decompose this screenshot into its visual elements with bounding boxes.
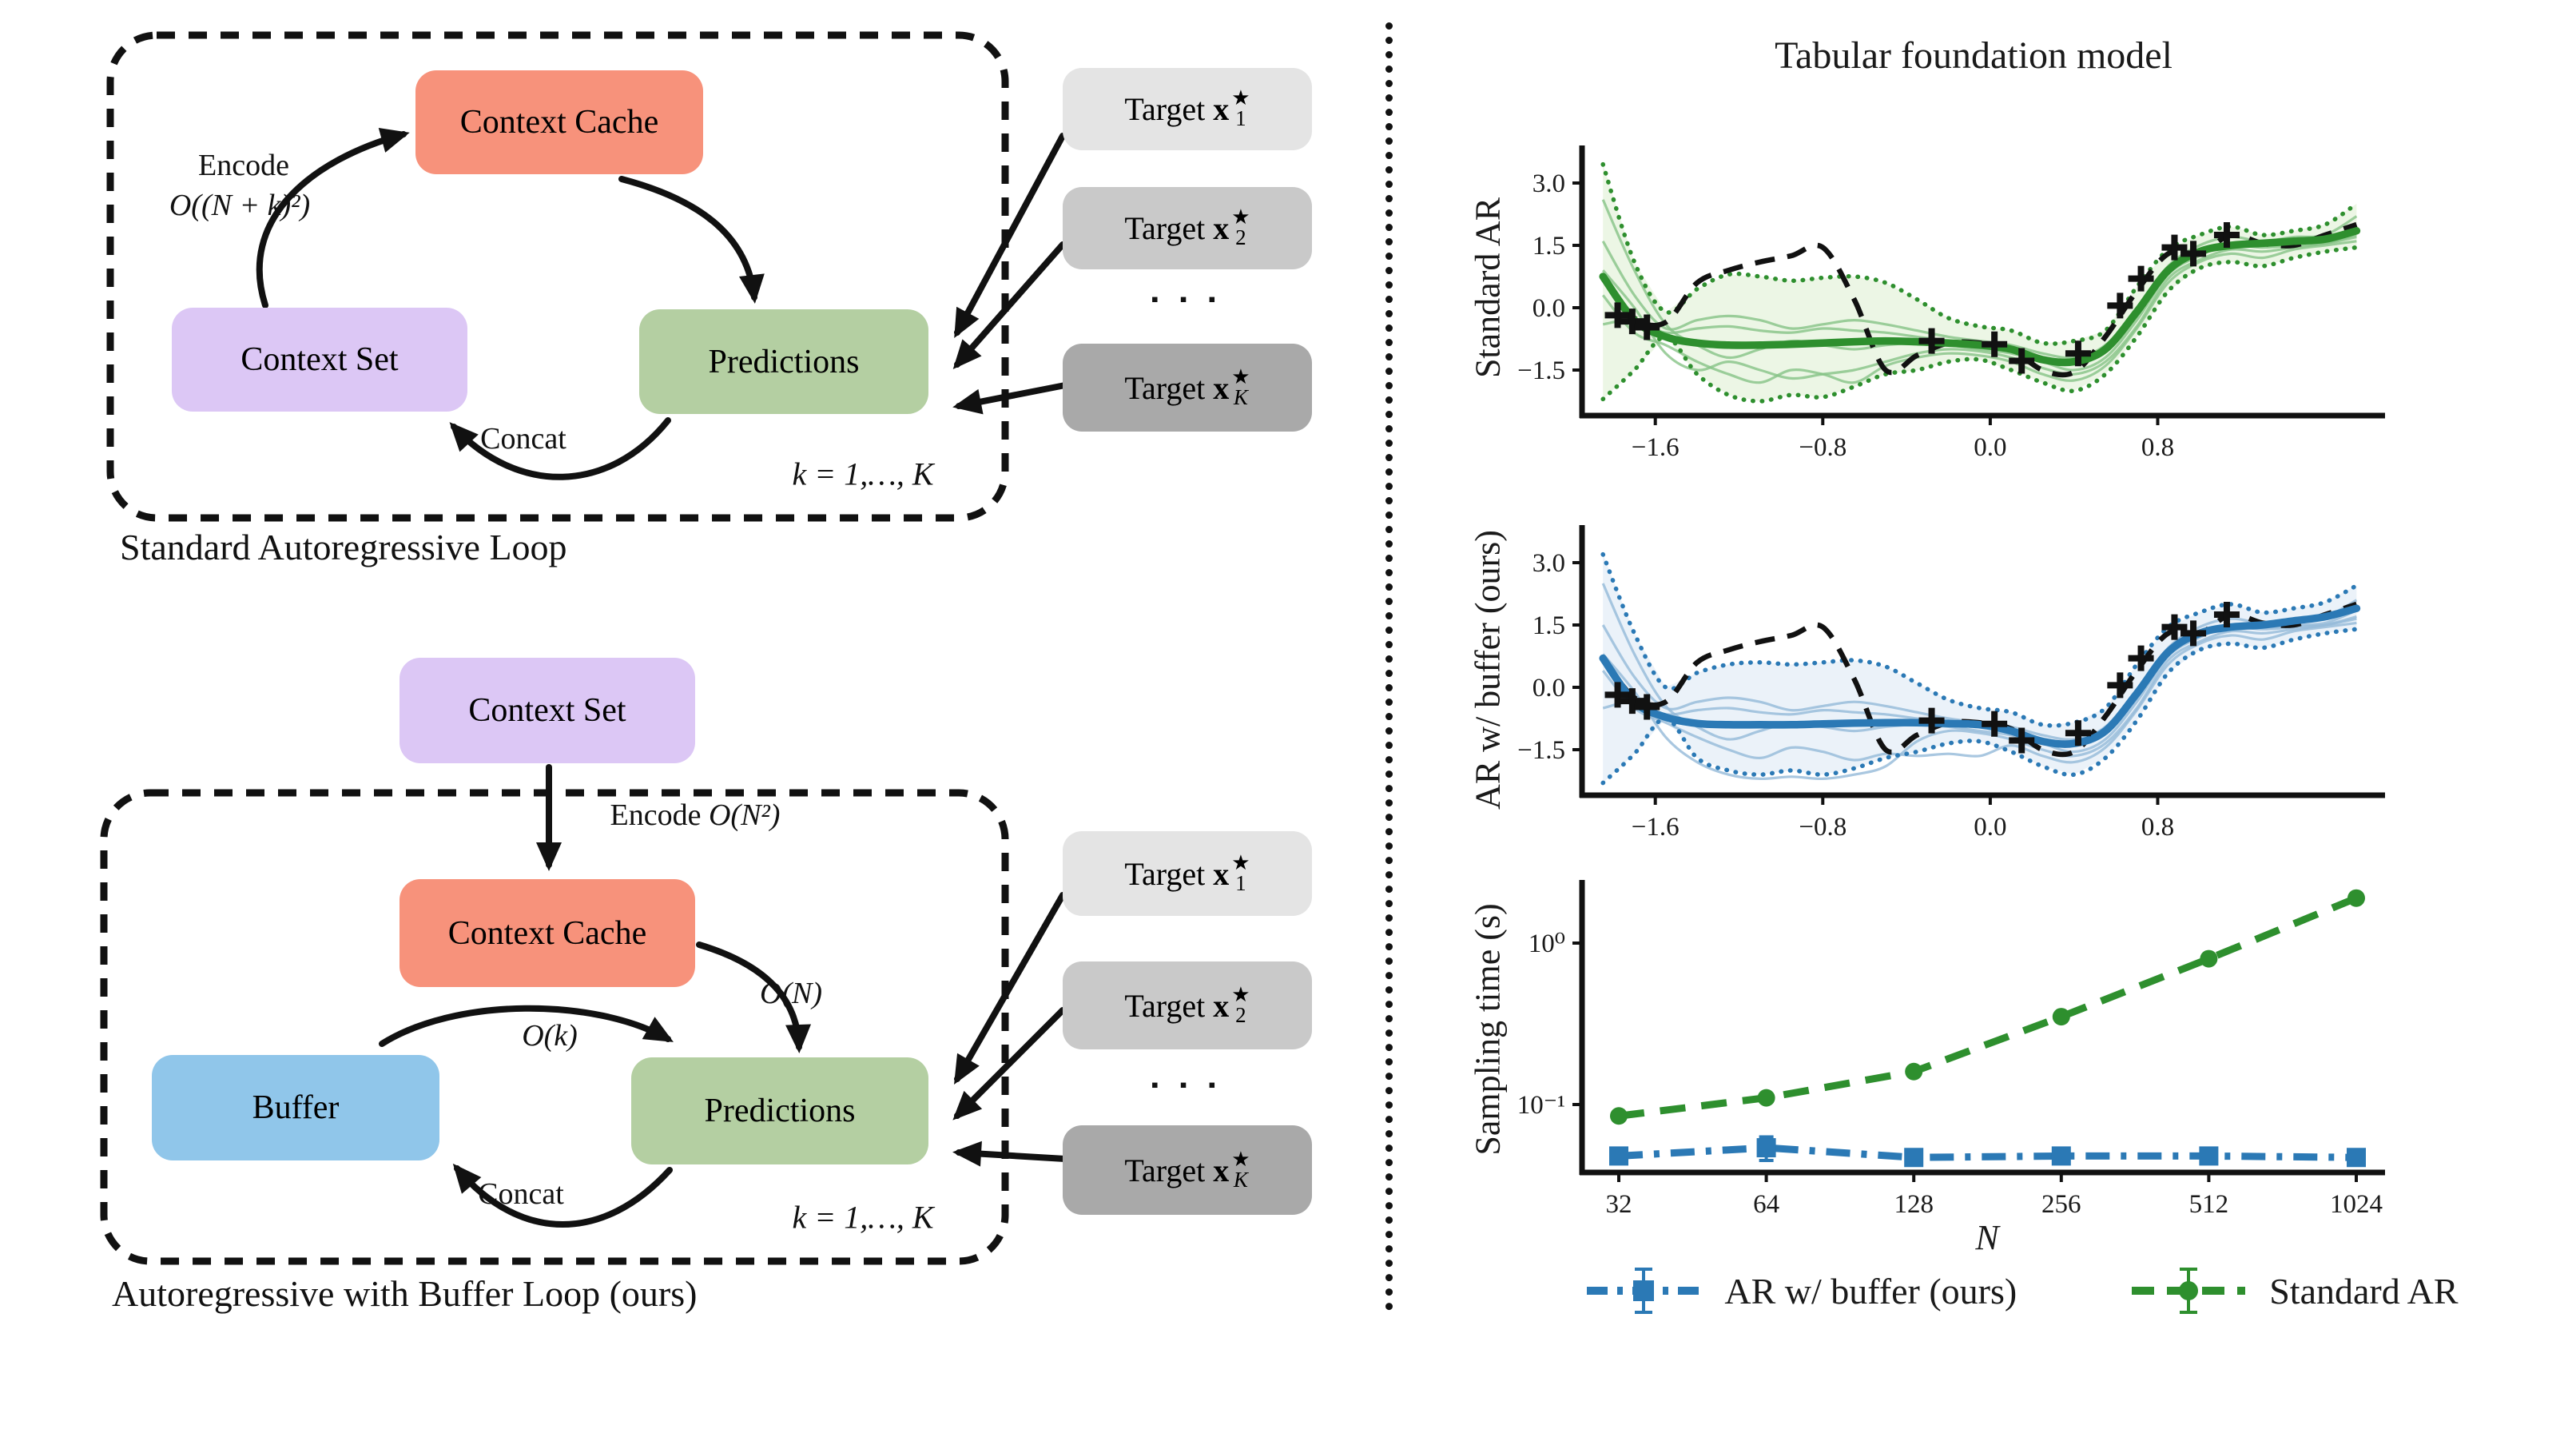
panel-divider bbox=[1385, 22, 1393, 1311]
ar-buffer-plot: −1.6 −0.8 0.0 0.8 3.0 1.5 0.0 −1.5 bbox=[1517, 525, 2385, 842]
envelope-dotted-line bbox=[1600, 245, 2359, 404]
standard-ar-plot: −1.6 −0.8 0.0 0.8 3.0 1.5 0.0 −1.5 bbox=[1517, 145, 2385, 462]
target-1-box-bottom: Target x ★ 1 bbox=[1063, 831, 1312, 916]
svg-text:0.0: 0.0 bbox=[1532, 294, 1565, 323]
target-K-box-bottom: Target x ★ K bbox=[1063, 1125, 1312, 1215]
context-points bbox=[1604, 222, 2240, 374]
context-cache-label-bottom: Context Cache bbox=[447, 914, 647, 952]
standard-loop-caption: Standard Autoregressive Loop bbox=[120, 527, 567, 567]
Standard AR-error-bars bbox=[1612, 895, 2363, 1121]
plot-legend: AR w/ buffer (ours) Standard AR bbox=[1466, 1261, 2576, 1320]
svg-text:−1.6: −1.6 bbox=[1632, 813, 1680, 842]
legend-entry-standard-ar: Standard AR bbox=[2129, 1261, 2459, 1320]
diagram-arrows-layer bbox=[100, 31, 1068, 1265]
predictions-box-top: Predictions bbox=[639, 309, 928, 414]
svg-text:N: N bbox=[1974, 1218, 2001, 1257]
buffer-label: Buffer bbox=[252, 1089, 340, 1126]
standard-ar-legend-marker-icon bbox=[2132, 1268, 2246, 1314]
svg-text:−1.5: −1.5 bbox=[1517, 736, 1565, 765]
legend-entry-ar-buffer: AR w/ buffer (ours) bbox=[1584, 1261, 2017, 1320]
svg-text:0.8: 0.8 bbox=[2141, 813, 2174, 842]
cache-to-pred-complexity-label: O(N) bbox=[759, 977, 823, 1010]
svg-text:3.0: 3.0 bbox=[1532, 169, 1565, 198]
buffer-loop-caption: Autoregressive with Buffer Loop (ours) bbox=[112, 1273, 698, 1314]
sampling-time-plot: 10⁰ 10⁻¹ 32 64 128 256 512 1024 N bbox=[1517, 880, 2385, 1257]
predictions-box-bottom: Predictions bbox=[631, 1057, 928, 1164]
svg-text:0.0: 0.0 bbox=[1532, 674, 1565, 703]
concat-label-bottom: Concat bbox=[478, 1177, 564, 1211]
svg-text:1.5: 1.5 bbox=[1532, 232, 1565, 261]
legend-label-ar-buffer: AR w/ buffer (ours) bbox=[1724, 1270, 2017, 1312]
context-points bbox=[1604, 602, 2240, 754]
loop-index-label-top: k = 1,…, K bbox=[792, 456, 934, 492]
buffer-box: Buffer bbox=[152, 1055, 439, 1160]
context-set-box-bottom: Context Set bbox=[400, 658, 695, 763]
target-1-box-top: Target x ★ 1 bbox=[1063, 68, 1312, 150]
target-2-box-top: Target x ★ 2 bbox=[1063, 187, 1312, 269]
context-cache-box-top: Context Cache bbox=[415, 70, 703, 174]
target1-arrow-bottom bbox=[954, 892, 1066, 1085]
AR w/ buffer (ours)-markers bbox=[1609, 1138, 2366, 1168]
buffer-to-predictions-arrow bbox=[379, 1005, 674, 1047]
concat-arrow-bottom bbox=[452, 1163, 673, 1228]
svg-text:256: 256 bbox=[2041, 1190, 2081, 1219]
chart-title: Tabular foundation model bbox=[1775, 34, 2173, 77]
svg-text:3.0: 3.0 bbox=[1532, 549, 1565, 578]
mean-prediction-line bbox=[1599, 227, 2361, 367]
svg-text:0.8: 0.8 bbox=[2141, 433, 2174, 462]
envelope-dotted-line bbox=[1600, 627, 2359, 786]
target-K-box-top: Target x ★ K bbox=[1063, 344, 1312, 432]
svg-text:128: 128 bbox=[1894, 1190, 1934, 1219]
svg-text:−0.8: −0.8 bbox=[1799, 433, 1847, 462]
svg-text:10⁰: 10⁰ bbox=[1529, 929, 1565, 958]
cache-to-predictions-arrow-bottom bbox=[696, 941, 812, 1053]
target-ellipsis-top: ▪ ▪ ▪ bbox=[1151, 288, 1224, 311]
svg-text:10⁻¹: 10⁻¹ bbox=[1517, 1091, 1565, 1120]
ar-buffer-legend-marker-icon bbox=[1587, 1268, 1701, 1314]
concat-label-top: Concat bbox=[480, 422, 566, 456]
svg-text:−1.5: −1.5 bbox=[1517, 356, 1565, 385]
encode-arrow-top bbox=[256, 127, 410, 309]
envelope-dotted-line bbox=[1600, 161, 2359, 346]
envelope-dotted-line bbox=[1600, 551, 2359, 728]
svg-text:0.0: 0.0 bbox=[1974, 813, 2006, 842]
context-set-label-bottom: Context Set bbox=[468, 692, 626, 729]
svg-text:1.5: 1.5 bbox=[1532, 611, 1565, 640]
AR w/ buffer (ours)-line bbox=[1618, 1144, 2357, 1161]
encode-complexity-label-top: O((N + k)²) bbox=[169, 189, 311, 222]
context-set-label-top: Context Set bbox=[241, 341, 399, 378]
svg-text:0.0: 0.0 bbox=[1974, 433, 2006, 462]
svg-text:−1.6: −1.6 bbox=[1632, 433, 1680, 462]
mean-prediction-line bbox=[1599, 604, 2361, 748]
buffer-loop-dashed-border bbox=[100, 789, 1009, 1265]
svg-text:512: 512 bbox=[2189, 1190, 2229, 1219]
predictions-label-bottom: Predictions bbox=[704, 1093, 856, 1129]
target2-arrow-bottom bbox=[952, 1007, 1066, 1121]
buffer-to-pred-complexity-label: O(k) bbox=[522, 1019, 578, 1053]
target-2-box-bottom: Target x ★ 2 bbox=[1063, 961, 1312, 1049]
target-ellipsis-bottom: ▪ ▪ ▪ bbox=[1151, 1073, 1224, 1097]
Standard AR-markers bbox=[1610, 889, 2365, 1125]
targetK-arrow-top bbox=[952, 382, 1068, 415]
standard-loop-dashed-border bbox=[106, 31, 1009, 522]
targetK-arrow-bottom bbox=[952, 1140, 1068, 1167]
svg-text:−0.8: −0.8 bbox=[1799, 813, 1847, 842]
context-cache-box-bottom: Context Cache bbox=[400, 879, 695, 987]
concat-arrow-top bbox=[449, 417, 671, 480]
Standard AR-line bbox=[1618, 894, 2358, 1120]
cache-to-predictions-arrow-top bbox=[618, 176, 765, 304]
encode-complexity-label-bottom: Encode O(N²) bbox=[610, 798, 781, 832]
predictions-label-top: Predictions bbox=[708, 343, 860, 380]
svg-text:32: 32 bbox=[1606, 1190, 1632, 1219]
loop-index-label-bottom: k = 1,…, K bbox=[792, 1199, 934, 1236]
svg-text:64: 64 bbox=[1753, 1190, 1779, 1219]
target2-arrow-top bbox=[952, 241, 1066, 370]
target1-arrow-top bbox=[954, 133, 1066, 339]
svg-text:1024: 1024 bbox=[2330, 1190, 2383, 1219]
context-cache-label-top: Context Cache bbox=[459, 104, 659, 141]
encode-label-top: Encode bbox=[198, 149, 289, 182]
legend-label-standard-ar: Standard AR bbox=[2269, 1270, 2459, 1312]
context-set-box-top: Context Set bbox=[172, 308, 467, 412]
